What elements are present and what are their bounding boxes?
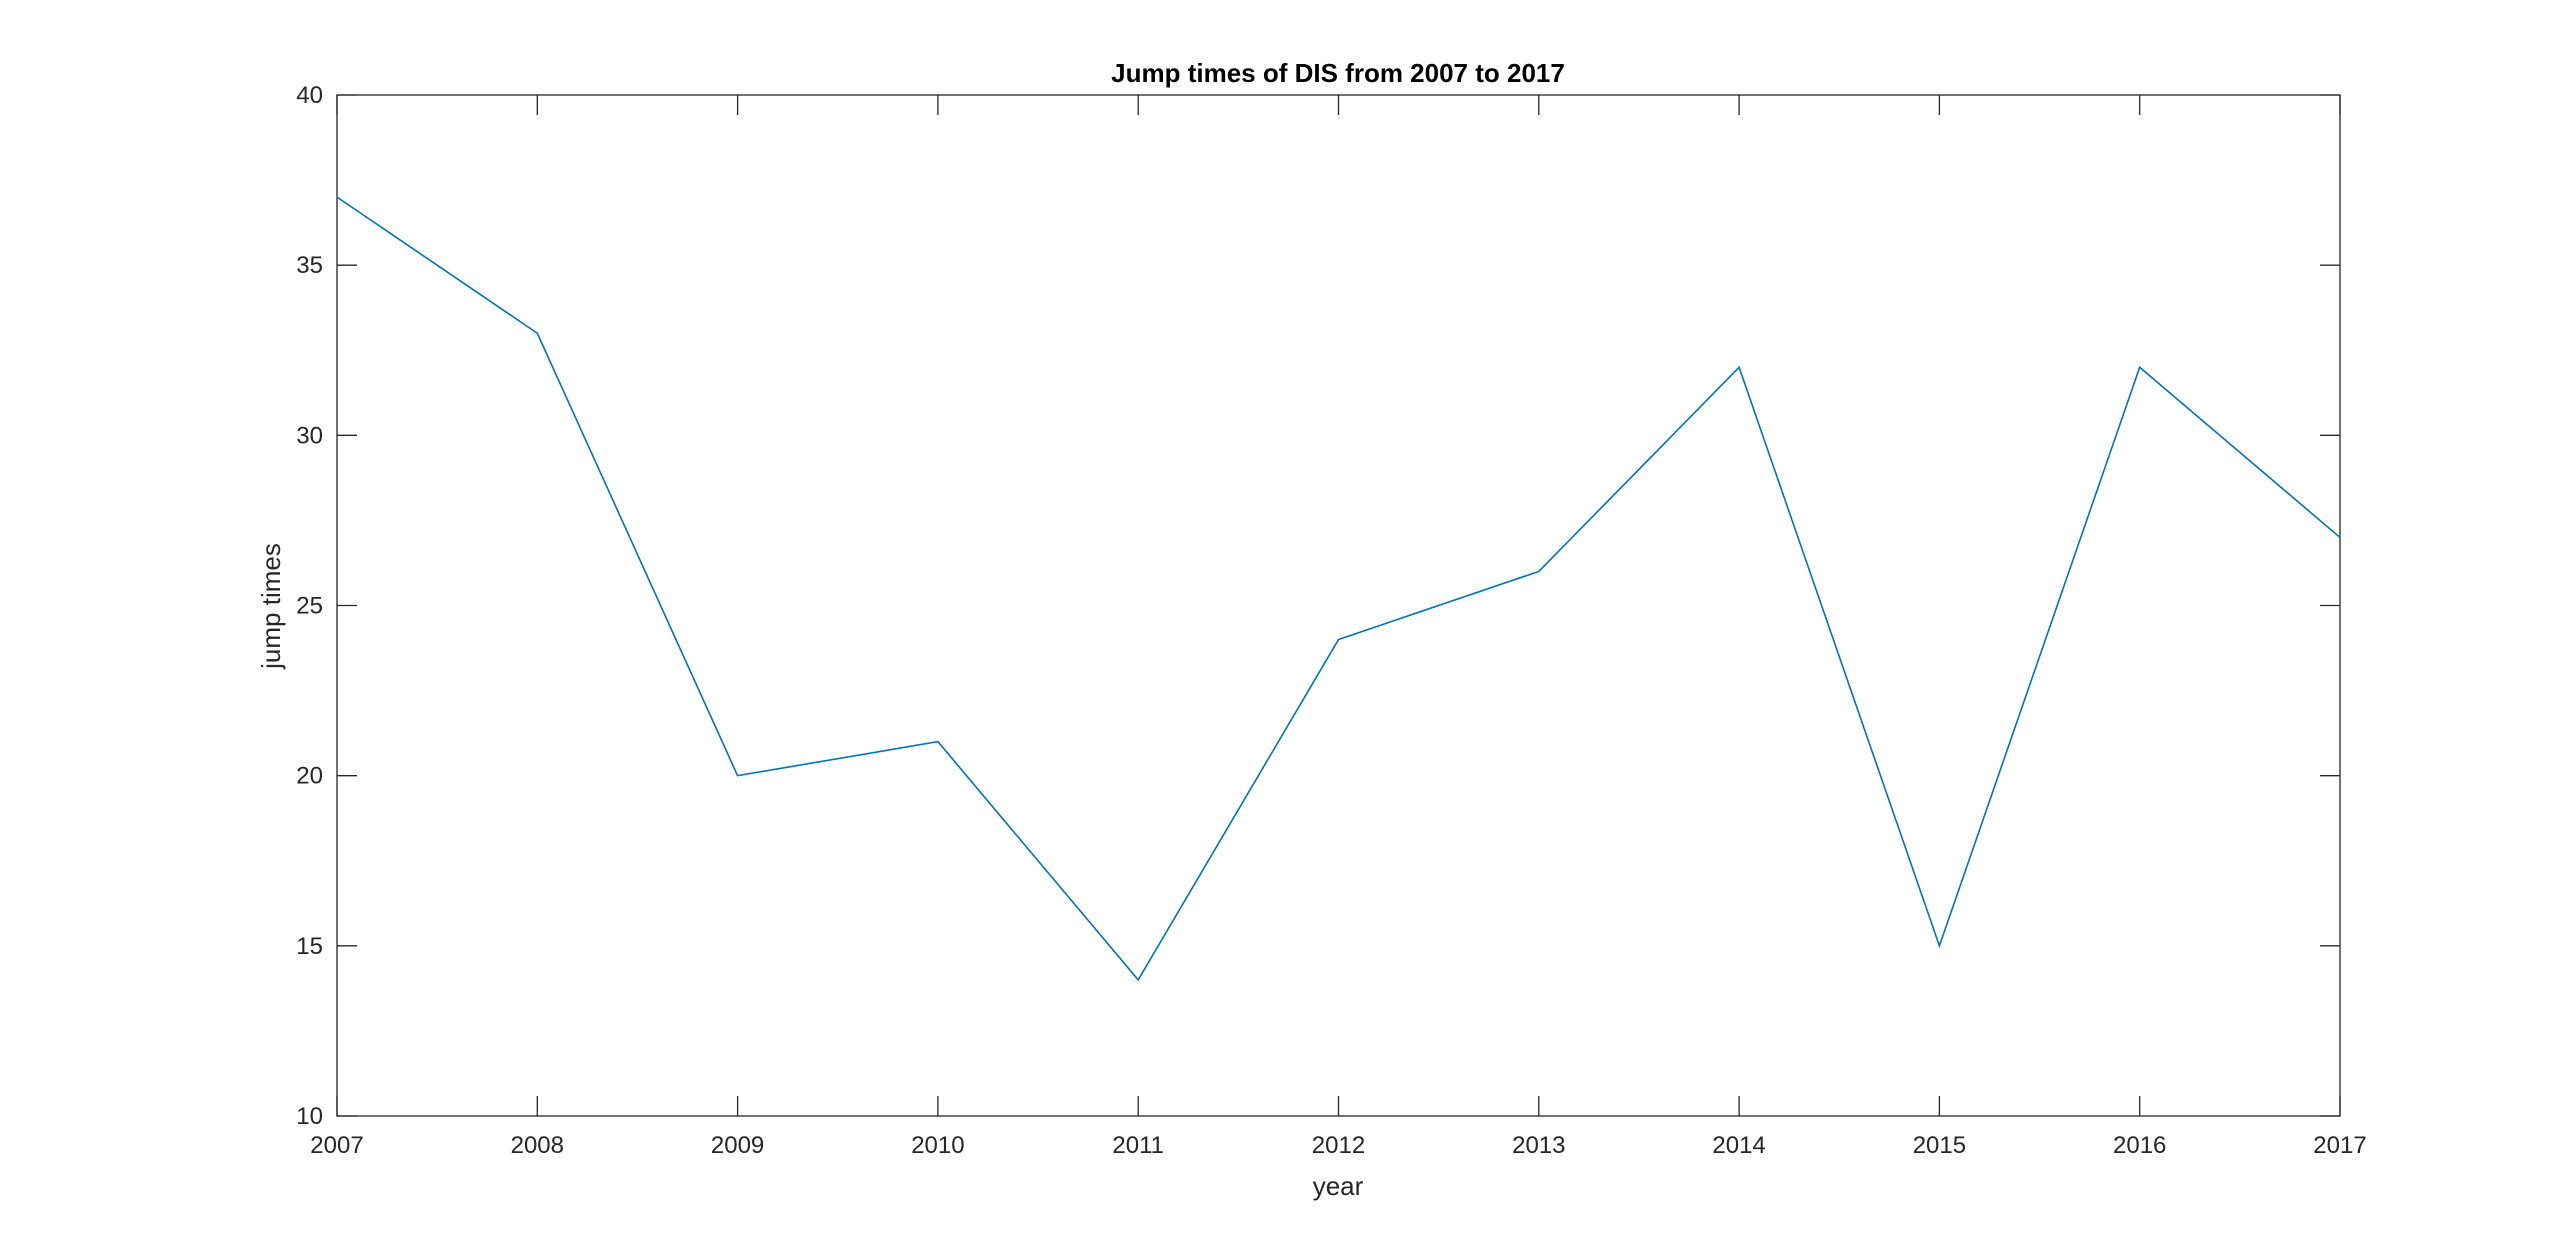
x-tick-label: 2012 xyxy=(1312,1132,1365,1159)
x-tick-label: 2014 xyxy=(1712,1132,1765,1159)
x-tick-label: 2015 xyxy=(1913,1132,1966,1159)
y-tick-label: 40 xyxy=(296,82,323,109)
y-tick-label: 35 xyxy=(296,252,323,279)
chart-title: Jump times of DIS from 2007 to 2017 xyxy=(1111,58,1565,88)
x-tick-label: 2007 xyxy=(310,1132,363,1159)
series-line xyxy=(336,196,2341,982)
axes xyxy=(336,94,2341,1117)
x-axis-label: year xyxy=(1313,1171,1364,1201)
y-tick-label: 10 xyxy=(296,1103,323,1130)
x-tick-label: 2010 xyxy=(911,1132,964,1159)
series-group xyxy=(336,196,2341,982)
x-tick-label: 2011 xyxy=(1112,1132,1164,1159)
y-tick-label: 30 xyxy=(296,422,323,449)
x-tick-label: 2009 xyxy=(711,1132,764,1159)
y-tick-label: 15 xyxy=(296,933,323,960)
y-axis-label: jump times xyxy=(256,543,286,670)
x-tick-label: 2017 xyxy=(2313,1132,2366,1159)
y-tick-label: 25 xyxy=(296,593,323,620)
plot-area-box xyxy=(336,94,2341,1117)
y-tick-label: 20 xyxy=(296,763,323,790)
x-tick-label: 2013 xyxy=(1512,1132,1565,1159)
x-tick-label: 2008 xyxy=(511,1132,564,1159)
x-tick-label: 2016 xyxy=(2113,1132,2166,1159)
ticks: 2007 2008 2009 2010 2011 2012 2013 2014 2015 2016… xyxy=(296,82,2366,1159)
